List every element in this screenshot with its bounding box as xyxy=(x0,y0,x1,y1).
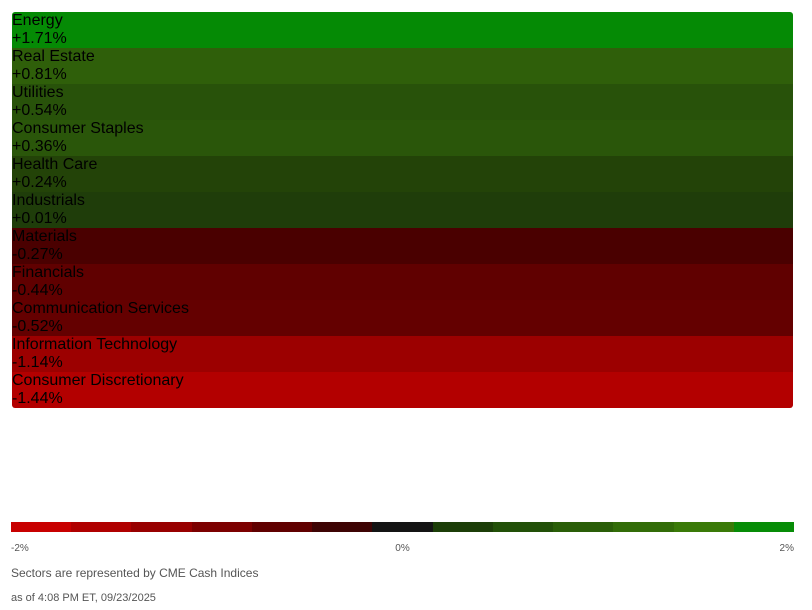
sector-change: -1.44% xyxy=(12,390,63,407)
color-scale xyxy=(11,522,795,532)
sector-name: Communication Services xyxy=(12,300,189,317)
scale-step xyxy=(312,522,373,532)
note: Sectors are represented by CME Cash Indi… xyxy=(11,566,259,580)
sector-row: Information Technology -1.14% xyxy=(12,336,793,372)
scale-step xyxy=(492,522,554,532)
sector-name: Financials xyxy=(12,264,85,281)
sector-change: +0.24% xyxy=(12,174,67,191)
scale-step xyxy=(673,522,734,532)
sector-name: Consumer Staples xyxy=(12,120,144,137)
sector-row: Utilities +0.54% xyxy=(12,84,793,120)
sector-row: Consumer Discretionary -1.44% xyxy=(12,372,793,408)
sector-name: Energy xyxy=(12,12,63,29)
sector-name: Real Estate xyxy=(12,48,95,65)
sector-name: Materials xyxy=(12,228,77,245)
scale-step xyxy=(613,522,674,532)
sector-change: -0.44% xyxy=(12,282,63,299)
timestamp: as of 4:08 PM ET, 09/23/2025 xyxy=(11,592,156,604)
sector-name: Consumer Discretionary xyxy=(12,372,184,389)
sector-name: Utilities xyxy=(12,84,64,101)
sector-change: +0.01% xyxy=(12,210,67,227)
sector-change: +0.54% xyxy=(12,102,67,119)
sector-row: Energy +1.71% xyxy=(12,12,793,48)
sector-name: Information Technology xyxy=(12,336,178,353)
scale-label: -2% xyxy=(11,543,29,554)
scale-step xyxy=(372,522,433,532)
sector-row: Industrials +0.01% xyxy=(12,192,793,228)
scale-step xyxy=(11,522,72,532)
sector-row: Health Care +0.24% xyxy=(12,156,793,192)
sector-name: Industrials xyxy=(12,192,85,209)
sector-row: Real Estate +0.81% xyxy=(12,48,793,84)
scale-step xyxy=(553,522,614,532)
scale-label: 2% xyxy=(779,543,794,554)
scale-step xyxy=(191,522,252,532)
sector-name: Health Care xyxy=(12,156,98,173)
sector-row: Communication Services -0.52% xyxy=(12,300,793,336)
sector-row: Materials -0.27% xyxy=(12,228,793,264)
scale-step xyxy=(71,522,132,532)
sector-row: Financials -0.44% xyxy=(12,264,793,300)
sector-list: Energy +1.71% Real Estate +0.81% Utilities +0… xyxy=(12,12,793,408)
sector-change: +1.71% xyxy=(12,30,67,47)
scale-step xyxy=(733,522,795,532)
sector-change: +0.81% xyxy=(12,66,67,83)
sector-row: Consumer Staples +0.36% xyxy=(12,120,793,156)
sector-change: +0.36% xyxy=(12,138,67,155)
sector-change: -1.14% xyxy=(12,354,63,371)
scale-step xyxy=(432,522,493,532)
scale-step xyxy=(251,522,313,532)
scale-step xyxy=(131,522,192,532)
sector-change: -0.27% xyxy=(12,246,63,263)
sector-change: -0.52% xyxy=(12,318,63,335)
scale-label: 0% xyxy=(395,543,410,554)
